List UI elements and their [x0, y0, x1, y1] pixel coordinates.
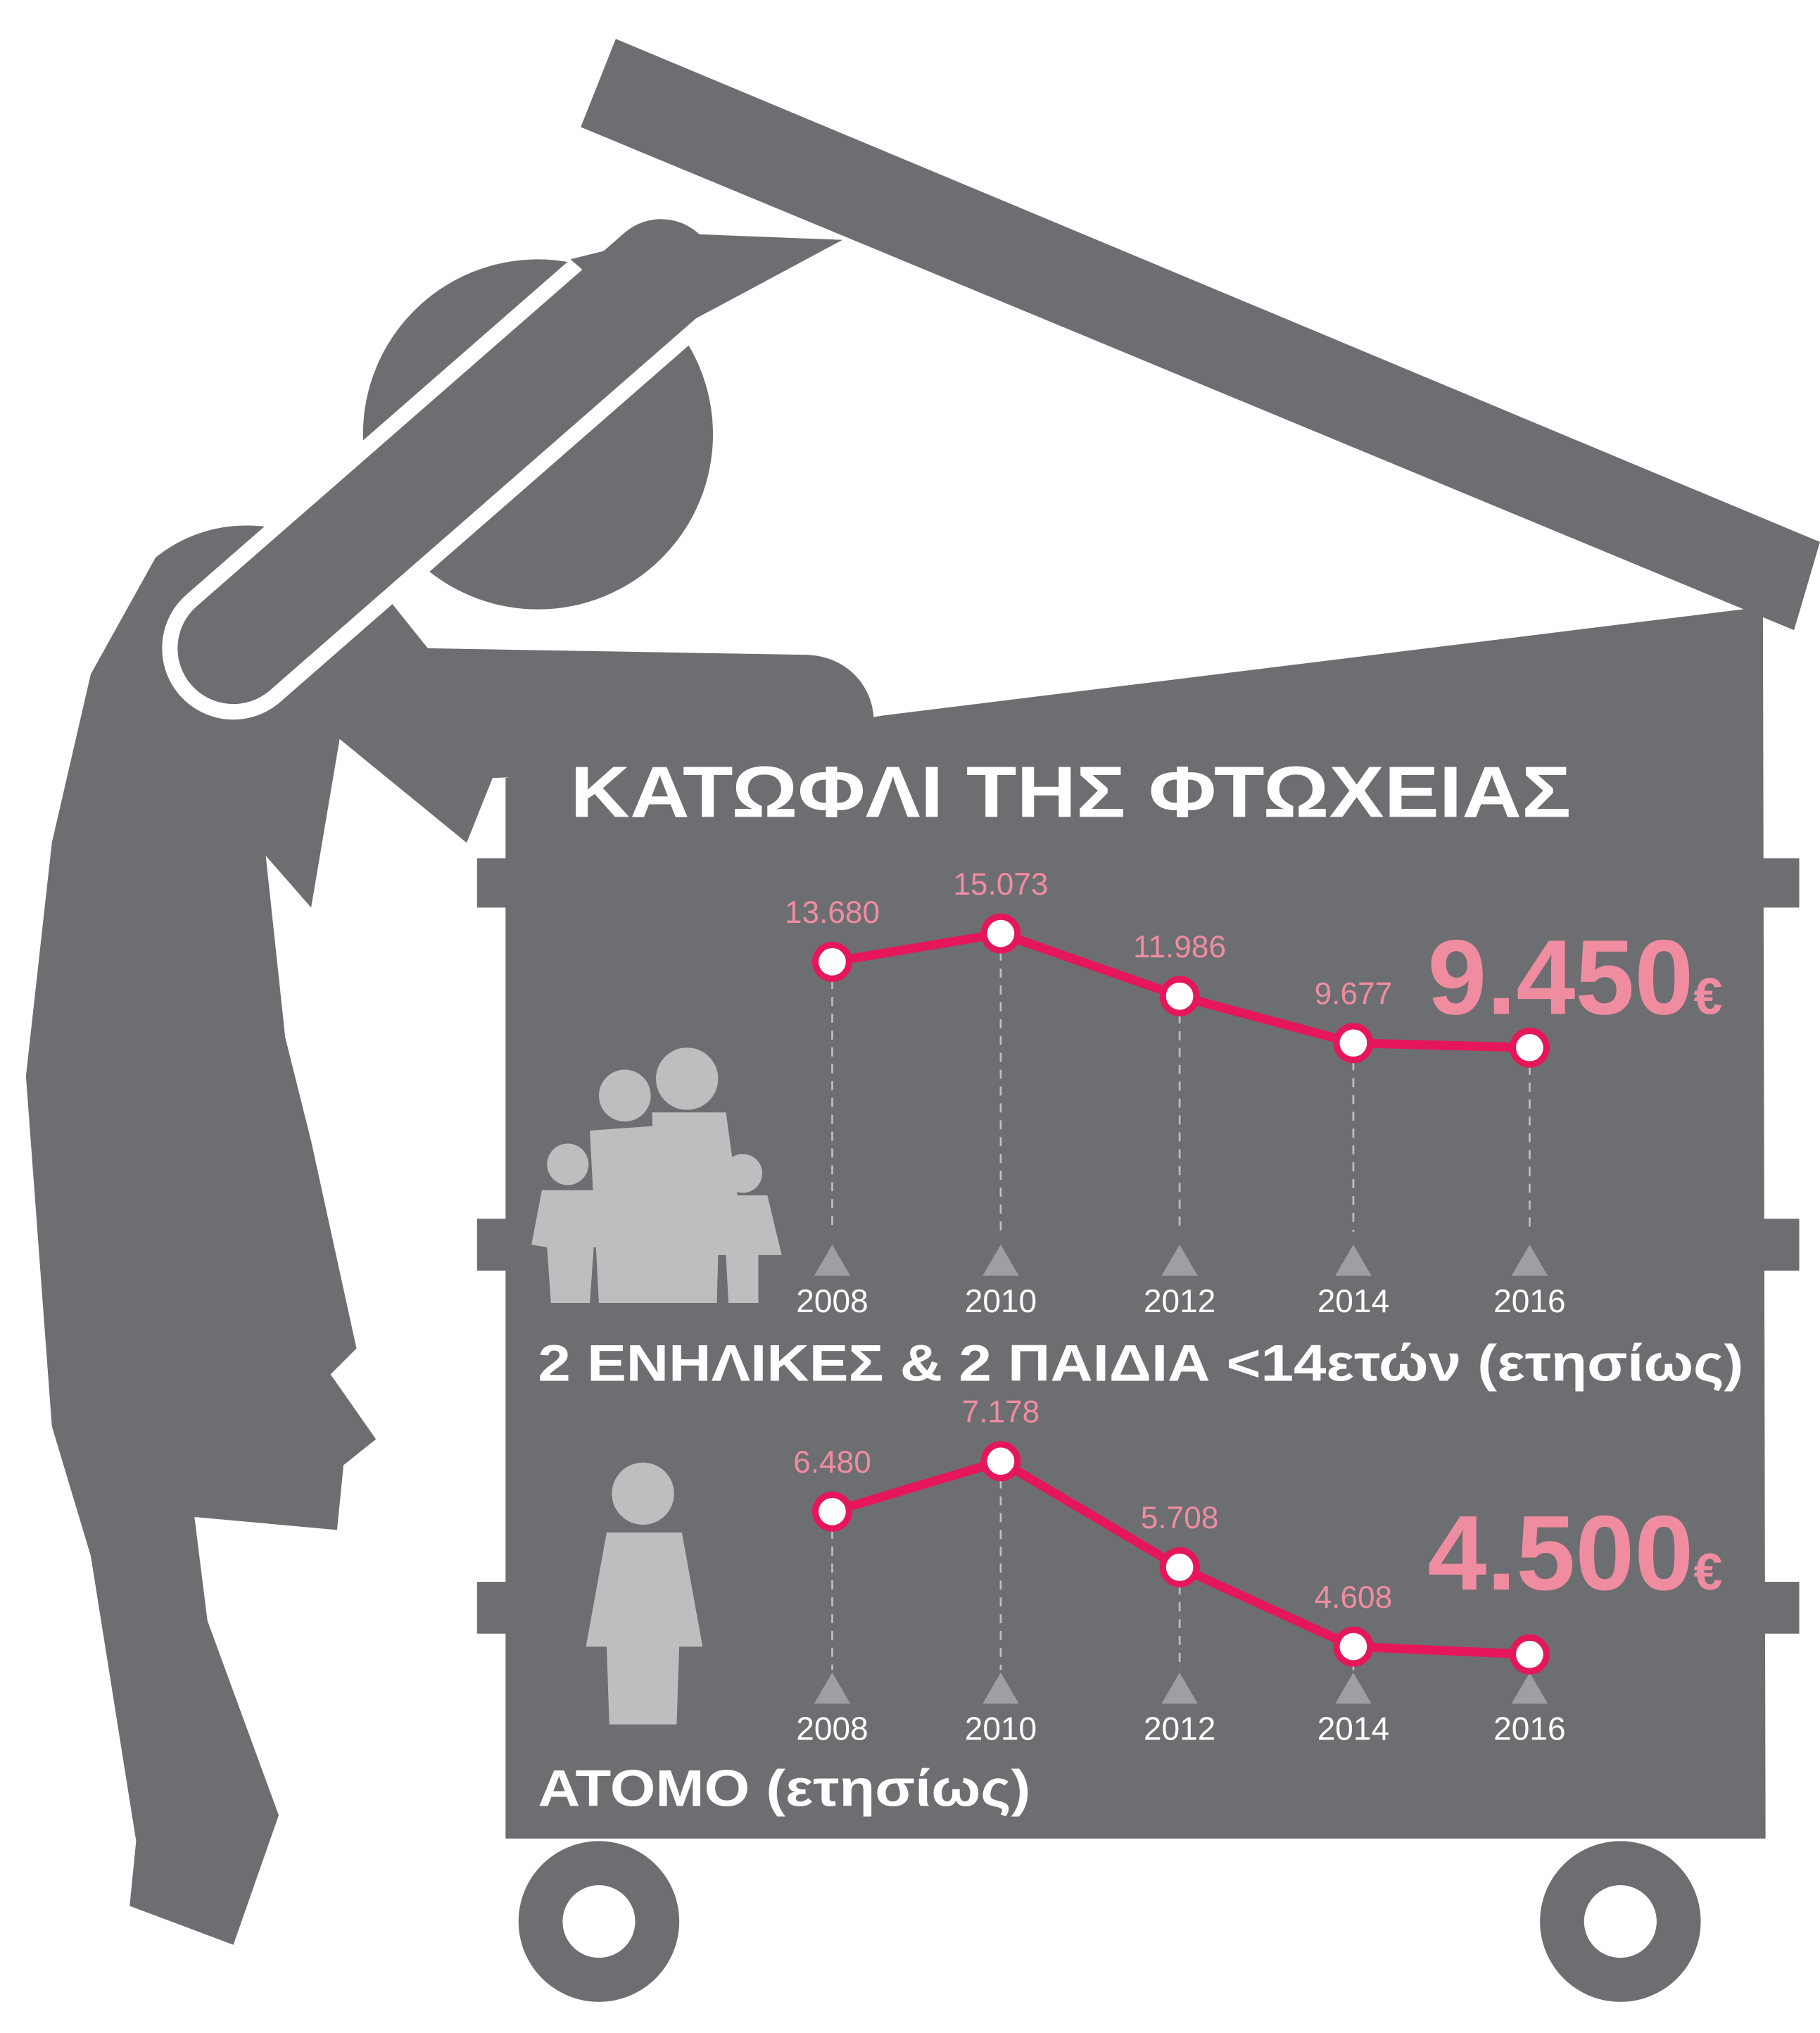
x-tick-label: 2014 [1317, 1711, 1389, 1747]
year-marker [1511, 1245, 1548, 1276]
current-value-number: 9.450 [1427, 918, 1693, 1037]
point [811, 1491, 853, 1532]
point [1159, 976, 1200, 1016]
year-marker [1335, 1672, 1372, 1704]
x-tick-label: 2012 [1144, 1711, 1215, 1747]
point [1509, 1634, 1550, 1675]
person-body [25, 525, 874, 1945]
x-tick-label: 2010 [965, 1283, 1037, 1319]
year-marker [814, 1672, 851, 1704]
year-marker [1161, 1245, 1198, 1276]
point [1333, 1023, 1374, 1064]
value-label: 11.986 [1133, 930, 1226, 964]
dumpster [505, 606, 1766, 1839]
illustration [25, 39, 1820, 2002]
x-tick-label: 2016 [1493, 1711, 1565, 1747]
value-label: 5.708 [1141, 1501, 1219, 1535]
point [1509, 1027, 1550, 1068]
currency: € [1693, 967, 1722, 1025]
x-tick-label: 2014 [1317, 1283, 1389, 1319]
value-label: 6.480 [793, 1445, 871, 1480]
value-label: 13.680 [785, 895, 880, 930]
current-value-number: 4.500 [1427, 1494, 1693, 1613]
lid [581, 39, 1820, 631]
hand [570, 233, 843, 337]
arm [177, 219, 717, 705]
current-value: 9.450€ [1427, 918, 1722, 1037]
year-marker [814, 1245, 851, 1276]
current-value: 4.500€ [1427, 1494, 1722, 1613]
x-tick-label: 2016 [1493, 1283, 1565, 1319]
point [1333, 1626, 1374, 1667]
point [1159, 1547, 1200, 1587]
point [811, 941, 853, 982]
point [980, 1441, 1021, 1482]
chart-title: 2 ΕΝΗΛΙΚΕΣ & 2 ΠΑΙΔΙΑ <14ετών (ετησίως) [538, 1334, 1743, 1392]
side-tabs [476, 858, 1800, 1634]
year-marker [1511, 1672, 1548, 1704]
year-marker [1335, 1245, 1372, 1276]
x-tick-label: 2012 [1144, 1283, 1215, 1319]
family-icon [531, 1047, 782, 1304]
person-icon [586, 1462, 703, 1725]
page-title: ΚΑΤΩΦΛΙ ΤΗΣ ΦΤΩΧΕΙΑΣ [570, 751, 1571, 832]
x-tick-label: 2008 [796, 1283, 868, 1319]
value-label: 4.608 [1315, 1580, 1393, 1615]
year-marker [982, 1672, 1019, 1704]
currency: € [1693, 1542, 1722, 1601]
chart-title: ΑΤΟΜΟ (ετησίως) [538, 1759, 1030, 1818]
value-label: 9.677 [1315, 976, 1393, 1011]
point [980, 913, 1021, 954]
wheels [518, 1841, 1701, 2002]
x-tick-label: 2010 [965, 1711, 1037, 1747]
year-marker [1161, 1672, 1198, 1704]
x-tick-label: 2008 [796, 1711, 868, 1747]
value-label: 15.073 [953, 867, 1048, 902]
value-label: 7.178 [962, 1395, 1040, 1429]
year-marker [982, 1245, 1019, 1276]
